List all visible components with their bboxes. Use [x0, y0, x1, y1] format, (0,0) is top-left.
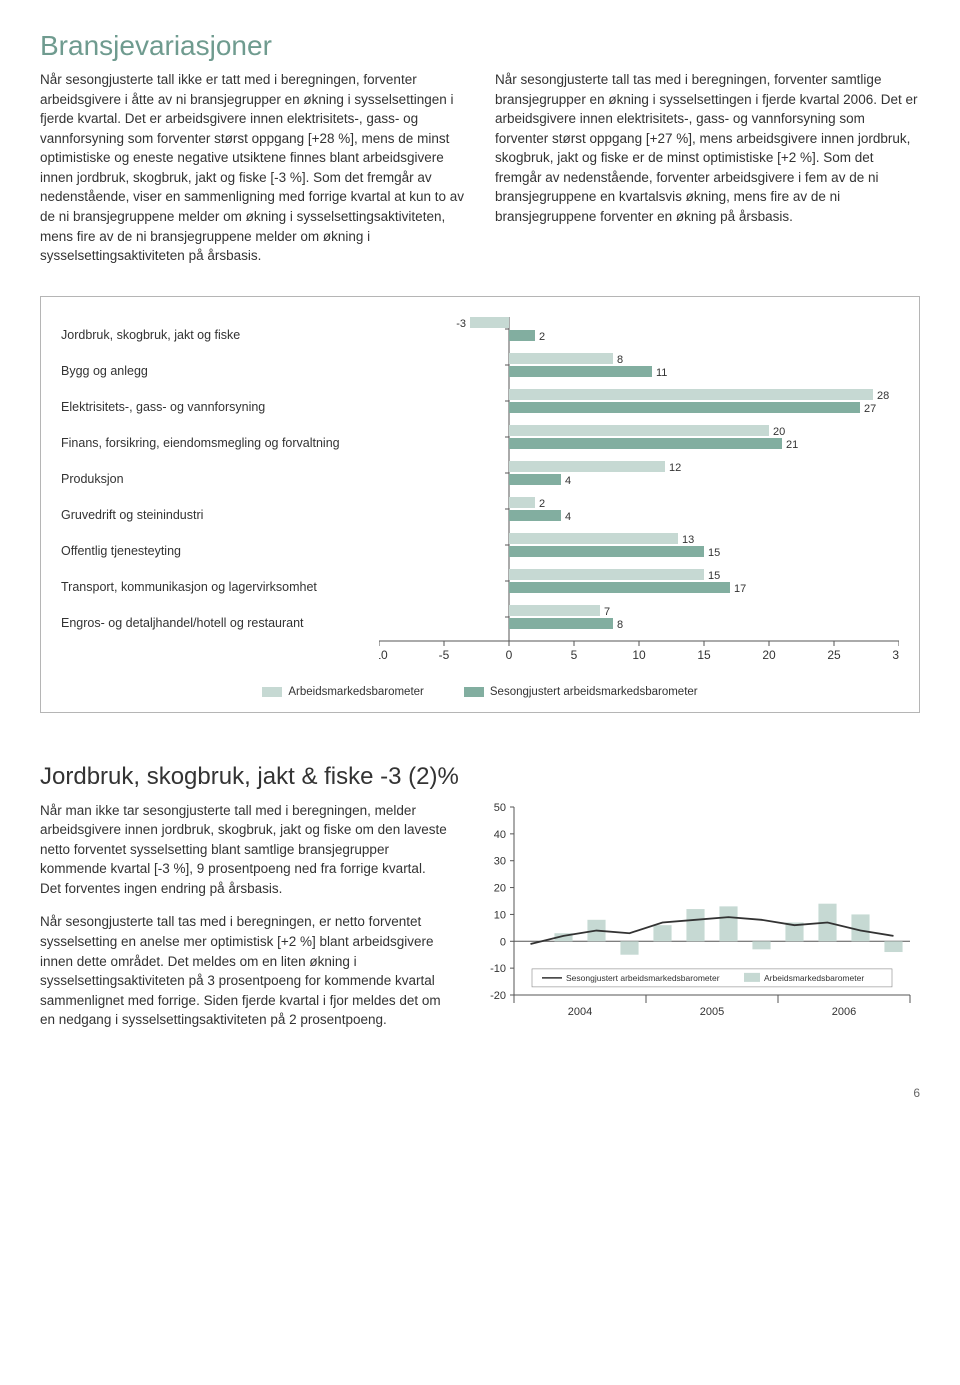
- bar-chart-plot: -3 8 28 20 12 2 13 15 7 2 11 27 21 4 4 15 17 8 -10 -5 0 5 10 15…: [379, 317, 899, 676]
- legend-item-series2: Sesongjustert arbeidsmarkedsbarometer: [464, 686, 698, 698]
- svg-text:8: 8: [617, 619, 623, 631]
- section2-p1: Når man ikke tar sesongjusterte tall med…: [40, 801, 450, 899]
- svg-text:2: 2: [539, 498, 545, 510]
- svg-text:-3: -3: [456, 318, 466, 330]
- svg-text:15: 15: [708, 547, 720, 559]
- section2-text: Når man ikke tar sesongjusterte tall med…: [40, 801, 450, 1046]
- bar-chart-legend: Arbeidsmarkedsbarometer Sesongjustert ar…: [61, 686, 899, 698]
- svg-text:8: 8: [617, 354, 623, 366]
- svg-text:Arbeidsmarkedsbarometer: Arbeidsmarkedsbarometer: [764, 973, 864, 983]
- section-title: Bransjevariasjoner: [40, 30, 920, 62]
- svg-text:2006: 2006: [832, 1006, 856, 1018]
- svg-text:15: 15: [697, 648, 711, 662]
- bar-category-label: Produksjon: [61, 461, 359, 497]
- svg-text:5: 5: [571, 648, 578, 662]
- bar-category-label: Gruvedrift og steinindustri: [61, 497, 359, 533]
- svg-text:11: 11: [656, 367, 667, 379]
- svg-text:2004: 2004: [568, 1006, 592, 1018]
- svg-text:25: 25: [827, 648, 841, 662]
- svg-text:-5: -5: [439, 648, 450, 662]
- svg-text:20: 20: [494, 882, 506, 894]
- bar-category-label: Engros- og detaljhandel/hotell og restau…: [61, 605, 359, 641]
- svg-text:30: 30: [494, 855, 506, 867]
- svg-text:40: 40: [494, 828, 506, 840]
- svg-text:0: 0: [500, 936, 506, 948]
- legend-swatch-icon: [262, 687, 282, 697]
- svg-text:4: 4: [565, 475, 571, 487]
- svg-text:21: 21: [786, 439, 798, 451]
- intro-columns: Når sesongjusterte tall ikke er tatt med…: [40, 70, 920, 266]
- svg-text:2005: 2005: [700, 1006, 724, 1018]
- bar-category-label: Finans, forsikring, eiendomsmegling og f…: [61, 425, 359, 461]
- svg-text:10: 10: [494, 909, 506, 921]
- section2-row: Når man ikke tar sesongjusterte tall med…: [40, 801, 920, 1046]
- bar-chart-container: Jordbruk, skogbruk, jakt og fiskeBygg og…: [40, 296, 920, 713]
- svg-text:20: 20: [762, 648, 776, 662]
- svg-text:30: 30: [892, 648, 899, 662]
- svg-text:13: 13: [682, 534, 694, 546]
- legend-swatch-icon: [464, 687, 484, 697]
- svg-text:28: 28: [877, 390, 889, 402]
- legend-label: Sesongjustert arbeidsmarkedsbarometer: [490, 686, 698, 698]
- svg-text:Sesongjustert arbeidsmarkedsba: Sesongjustert arbeidsmarkedsbarometer: [566, 973, 720, 983]
- svg-text:50: 50: [494, 802, 506, 814]
- bar-category-label: Elektrisitets-, gass- og vannforsyning: [61, 389, 359, 425]
- legend-label: Arbeidsmarkedsbarometer: [288, 686, 424, 698]
- svg-text:20: 20: [773, 426, 785, 438]
- svg-text:-10: -10: [490, 963, 506, 975]
- svg-text:15: 15: [708, 570, 720, 582]
- svg-text:27: 27: [864, 403, 876, 415]
- svg-text:10: 10: [632, 648, 646, 662]
- svg-text:17: 17: [734, 583, 746, 595]
- subsection-title: Jordbruk, skogbruk, jakt & fiske -3 (2)%: [40, 763, 920, 791]
- svg-text:2: 2: [539, 331, 545, 343]
- svg-text:0: 0: [506, 648, 513, 662]
- bar-category-label: Bygg og anlegg: [61, 353, 359, 389]
- legend-item-series1: Arbeidsmarkedsbarometer: [262, 686, 424, 698]
- page-number: 6: [40, 1086, 920, 1100]
- bar-chart-category-labels: Jordbruk, skogbruk, jakt og fiskeBygg og…: [61, 317, 359, 676]
- svg-text:-10: -10: [379, 648, 388, 662]
- svg-text:7: 7: [604, 606, 610, 618]
- svg-text:-20: -20: [490, 990, 506, 1002]
- bar-category-label: Offentlig tjenesteyting: [61, 533, 359, 569]
- intro-col-1: Når sesongjusterte tall ikke er tatt med…: [40, 70, 465, 266]
- bar-category-label: Jordbruk, skogbruk, jakt og fiske: [61, 317, 359, 353]
- line-chart-container: -20 -10 0 10 20 30 40 50 2004 2005 2006 Sesongjuste…: [480, 801, 920, 1046]
- intro-col-2: Når sesongjusterte tall tas med i beregn…: [495, 70, 920, 266]
- bar-category-label: Transport, kommunikasjon og lagervirksom…: [61, 569, 359, 605]
- svg-text:12: 12: [669, 462, 681, 474]
- svg-text:4: 4: [565, 511, 571, 523]
- section2-p2: Når sesongjusterte tall tas med i beregn…: [40, 912, 450, 1029]
